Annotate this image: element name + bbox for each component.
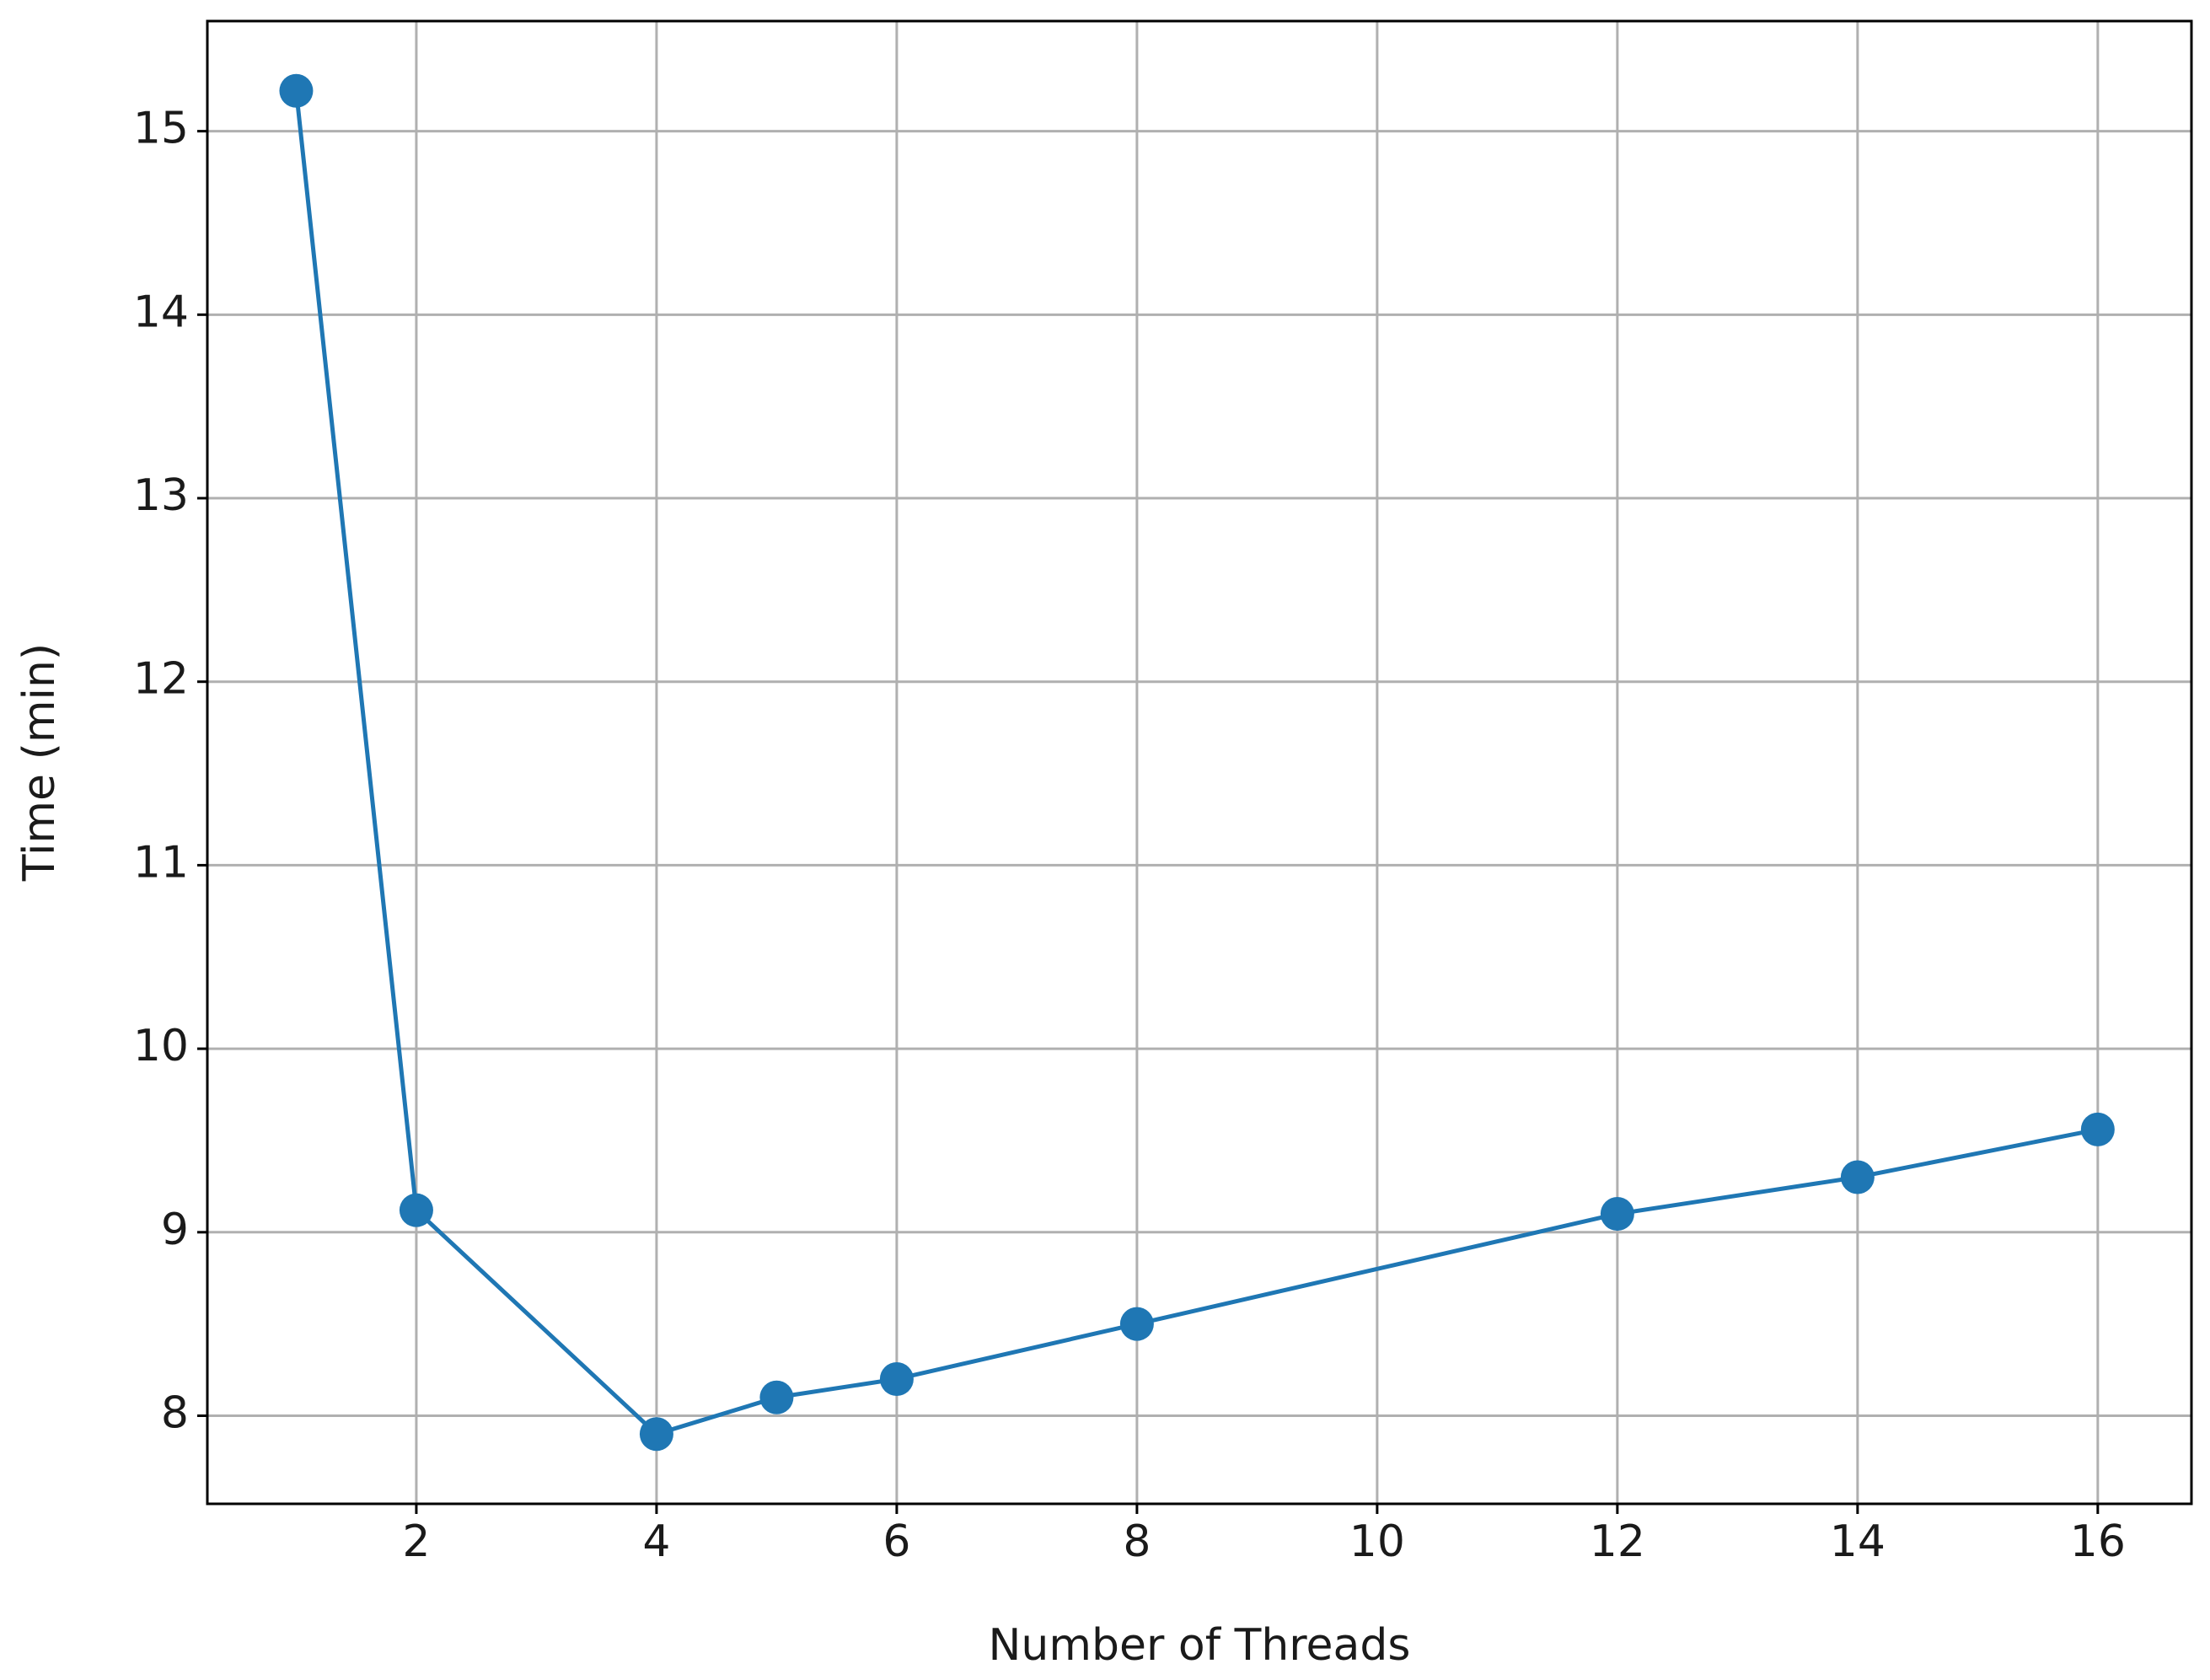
x-tick-label: 8 xyxy=(1123,1516,1151,1567)
x-axis-label: Number of Threads xyxy=(989,1620,1411,1671)
data-point xyxy=(399,1193,433,1227)
y-tick-label: 9 xyxy=(161,1205,189,1255)
x-tick-label: 16 xyxy=(2070,1516,2126,1567)
x-tick-label: 14 xyxy=(1830,1516,1885,1567)
data-point xyxy=(639,1417,673,1452)
y-tick-label: 12 xyxy=(133,654,189,705)
data-point xyxy=(1119,1307,1154,1341)
y-tick-label: 11 xyxy=(133,837,189,888)
plot-frame xyxy=(206,19,2193,1506)
y-tick-label: 8 xyxy=(161,1388,189,1439)
data-point xyxy=(1840,1160,1875,1194)
y-tick-label: 14 xyxy=(133,287,189,337)
y-axis-label: Time (min) xyxy=(14,643,65,882)
y-tick-label: 13 xyxy=(133,470,189,521)
data-point xyxy=(279,73,314,108)
x-tick-label: 6 xyxy=(882,1516,910,1567)
x-tick-label: 4 xyxy=(642,1516,670,1567)
data-point xyxy=(759,1380,794,1414)
y-tick-label: 10 xyxy=(133,1021,189,1071)
x-tick-label: 12 xyxy=(1590,1516,1645,1567)
x-tick-label: 2 xyxy=(402,1516,430,1567)
y-tick-label: 15 xyxy=(133,104,189,154)
data-point xyxy=(2080,1112,2115,1146)
data-point xyxy=(1600,1197,1634,1232)
x-tick-label: 10 xyxy=(1349,1516,1405,1567)
data-point xyxy=(879,1361,914,1396)
